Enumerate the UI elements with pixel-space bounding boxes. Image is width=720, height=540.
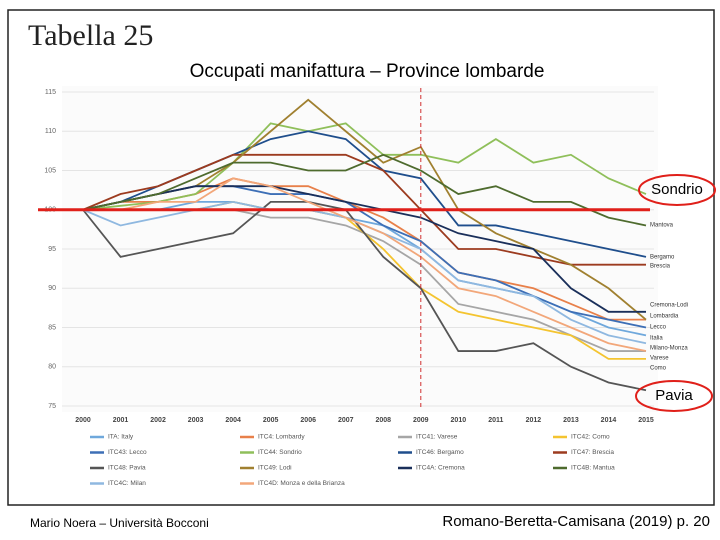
legend-label: ITC4: Lombardy: [258, 434, 305, 441]
x-tick-label: 2009: [413, 417, 429, 424]
legend-label: ITC4C: Milan: [108, 480, 146, 487]
x-tick-label: 2008: [375, 417, 391, 424]
legend-label: ITC4D: Monza e della Brianza: [258, 480, 345, 487]
x-tick-label: 2007: [338, 417, 354, 424]
series-line: [82, 122, 647, 211]
footer-right: Romano-Beretta-Camisana (2019) p. 20: [442, 513, 710, 530]
legend-label: ITC47: Brescia: [571, 449, 614, 456]
end-label: Varese: [650, 356, 669, 362]
y-tick-label: 115: [45, 89, 56, 96]
x-tick-label: 2000: [75, 417, 91, 424]
end-label: Lombardia: [650, 314, 679, 320]
end-label: Como: [650, 366, 667, 372]
legend-label: ITC46: Bergamo: [416, 449, 464, 456]
legend-label: ITC49: Lodi: [258, 465, 292, 472]
x-tick-label: 2013: [563, 417, 579, 424]
y-tick-label: 90: [48, 285, 56, 292]
callout: Pavia: [655, 387, 693, 404]
callout: Sondrio: [651, 181, 703, 198]
legend-label: ITC44: Sondrio: [258, 449, 302, 456]
legend-label: ITA: Italy: [108, 434, 134, 441]
series-line: [82, 201, 647, 392]
y-tick-label: 85: [48, 324, 56, 331]
end-label: Mantova: [650, 223, 674, 229]
legend-label: ITC4B: Mantua: [571, 465, 615, 472]
legend-label: ITC48: Pavia: [108, 465, 146, 472]
x-tick-label: 2003: [188, 417, 204, 424]
slide-title: Tabella 25: [28, 19, 153, 52]
x-tick-label: 2011: [488, 417, 503, 424]
y-tick-label: 95: [48, 246, 56, 253]
legend-label: ITC43: Lecco: [108, 449, 147, 456]
x-tick-label: 2005: [263, 417, 279, 424]
series-line: [82, 153, 647, 227]
end-label: Brescia: [650, 264, 671, 270]
legend-label: ITC42: Como: [571, 434, 610, 441]
callout-ring: [635, 380, 713, 412]
end-label: Lecco: [650, 325, 667, 331]
legend-label: ITC4A: Cremona: [416, 465, 465, 472]
y-tick-label: 75: [48, 403, 56, 410]
x-tick-label: 2012: [526, 417, 542, 424]
y-tick-label: 110: [45, 128, 56, 135]
end-label: Italia: [650, 336, 663, 342]
series-line: [82, 185, 646, 313]
x-tick-label: 2015: [638, 417, 654, 424]
x-tick-label: 2010: [451, 417, 467, 424]
x-tick-label: 2001: [113, 417, 129, 424]
callout-ring: [638, 174, 716, 206]
y-tick-label: 80: [48, 364, 56, 371]
end-label: Milano-Monza: [650, 346, 688, 352]
x-tick-label: 2006: [300, 417, 316, 424]
x-tick-label: 2004: [225, 417, 241, 424]
series-line: [83, 177, 647, 352]
footer-left: Mario Noera – Università Bocconi: [30, 516, 209, 530]
chart: 7580859095100105110115200020012002200320…: [38, 86, 688, 487]
slide-frame: [7, 9, 715, 506]
end-label: Cremona-Lodi: [650, 303, 688, 309]
x-tick-label: 2014: [601, 417, 617, 424]
y-tick-label: 105: [44, 167, 56, 174]
x-tick-label: 2002: [150, 417, 166, 424]
slide-subtitle: Occupati manifattura – Province lombarde: [190, 61, 545, 82]
legend-label: ITC41: Varese: [416, 434, 458, 441]
end-label: Bergamo: [650, 255, 675, 261]
